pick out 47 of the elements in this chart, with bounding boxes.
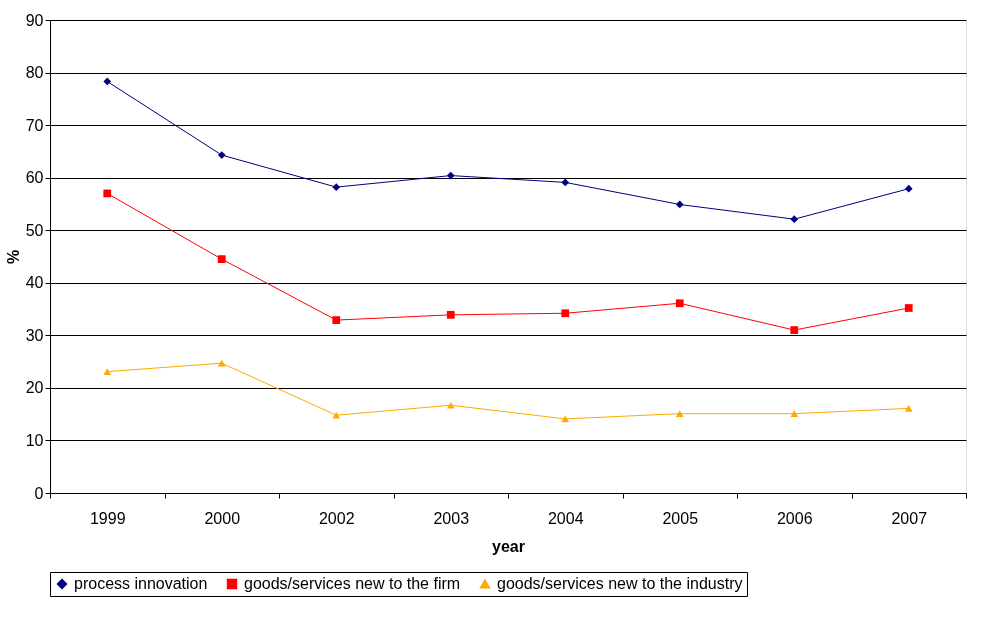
y-tick-label: 40: [25, 274, 44, 292]
point: [790, 326, 799, 334]
x-tick-label: 2005: [662, 509, 699, 527]
x-tick-label: 2007: [891, 509, 928, 527]
point: [904, 184, 913, 193]
y-tick-label: 20: [25, 379, 44, 397]
y-tick-label: 50: [25, 221, 44, 239]
point: [332, 316, 341, 324]
y-axis-title: %: [4, 249, 22, 265]
point: [446, 401, 455, 409]
legend-label: goods/services new to the firm: [244, 575, 461, 592]
point: [332, 183, 341, 191]
x-tick-label: 2002: [318, 509, 355, 527]
point: [675, 299, 684, 308]
point: [561, 178, 570, 187]
legend-label: goods/services new to the industry: [497, 575, 743, 592]
point: [790, 410, 799, 417]
y-tick-label: 60: [25, 169, 44, 187]
y-tick-label: 70: [25, 116, 44, 134]
point: [561, 415, 570, 423]
point: [790, 215, 799, 224]
point: [904, 304, 913, 312]
y-tick-label: 30: [25, 326, 44, 344]
legend-label: process innovation: [74, 575, 208, 592]
point: [103, 368, 112, 375]
y-tick-label: 0: [34, 484, 44, 502]
point: [446, 171, 455, 180]
x-tick-label: 2004: [547, 509, 584, 527]
y-tick-label: 80: [25, 64, 44, 82]
y-tick-label: 90: [25, 11, 44, 29]
x-tick-label: 2000: [204, 509, 241, 527]
y-tick-label: 10: [25, 431, 44, 449]
point: [561, 309, 570, 318]
point: [217, 151, 226, 159]
point: [103, 77, 112, 86]
point: [675, 200, 684, 209]
point: [217, 359, 226, 367]
point: [904, 405, 913, 412]
point: [675, 410, 684, 417]
point: [217, 255, 226, 263]
point: [103, 189, 112, 198]
x-tick-label: 1999: [89, 509, 126, 527]
point: [332, 411, 341, 419]
x-tick-label: 2006: [776, 509, 813, 527]
point: [446, 310, 455, 319]
x-tick-label: 2003: [433, 509, 470, 527]
x-axis-title: year: [492, 537, 525, 555]
